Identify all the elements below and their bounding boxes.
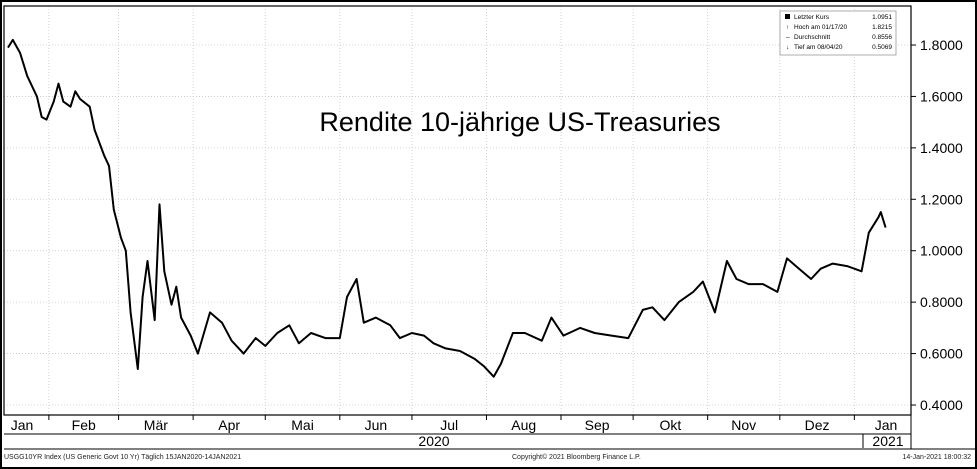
legend: Letzter Kurs 1.0951 ↑ Hoch am 01/17/20 1…: [779, 10, 897, 56]
legend-label-avg: Durchschnitt: [794, 34, 830, 41]
y-tick-label: 0.6000: [920, 346, 963, 362]
legend-value-low: 0.5069: [872, 44, 892, 51]
y-tick-label: 1.0000: [920, 243, 963, 259]
x-tick-label: Jan: [11, 417, 34, 433]
y-tick-label: 0.4000: [920, 397, 963, 413]
x-tick-label: Okt: [660, 417, 682, 433]
chart-title: Rendite 10-jährige US-Treasuries: [319, 107, 720, 137]
legend-marker-last: [785, 14, 790, 19]
x-tick-label: Aug: [511, 417, 536, 433]
year-label-2020: 2020: [418, 433, 449, 449]
x-tick-label: Feb: [72, 417, 96, 433]
legend-box: [779, 10, 897, 56]
legend-label-last: Letzter Kurs: [794, 14, 830, 21]
x-tick-label: Mär: [144, 417, 168, 433]
x-tick-label: Nov: [731, 417, 756, 433]
y-tick-label: 1.4000: [920, 140, 963, 156]
grid: [4, 6, 911, 415]
y-tick-label: 0.8000: [920, 294, 963, 310]
year-label-2021: 2021: [872, 433, 903, 449]
axis-ticks: 1.8000 1.6000 1.4000 1.2000 1.0000 0.8000 0.60…: [11, 37, 963, 433]
x-tick-label: Sep: [585, 417, 610, 433]
legend-label-high: Hoch am 01/17/20: [794, 24, 848, 31]
y-tick-label: 1.2000: [920, 191, 963, 207]
legend-marker-avg: –: [786, 34, 790, 41]
x-tick-label: Jan: [875, 417, 898, 433]
legend-marker-high: ↑: [786, 24, 789, 31]
x-tick-label: Jun: [365, 417, 388, 433]
plot-area: [3, 5, 912, 416]
legend-value-high: 1.8215: [872, 24, 892, 31]
series-line: [7, 38, 887, 378]
x-tick-label: Apr: [218, 417, 240, 433]
legend-value-last: 1.0951: [872, 14, 892, 21]
x-tick-label: Dez: [805, 417, 830, 433]
footer-index-info: USGG10YR Index (US Generic Govt 10 Yr) T…: [4, 454, 242, 461]
x-tick-label: Mai: [291, 417, 314, 433]
x-tick-label: Jul: [440, 417, 458, 433]
y-tick-label: 1.8000: [920, 37, 963, 53]
y-tick-label: 1.6000: [920, 88, 963, 104]
legend-value-avg: 0.8556: [872, 34, 892, 41]
footer-timestamp: 14-Jan-2021 18:00:32: [902, 454, 972, 461]
footer-copyright: Copyright© 2021 Bloomberg Finance L.P.: [512, 454, 641, 461]
legend-marker-low: ↓: [786, 44, 789, 51]
legend-label-low: Tief am 08/04/20: [794, 44, 843, 51]
